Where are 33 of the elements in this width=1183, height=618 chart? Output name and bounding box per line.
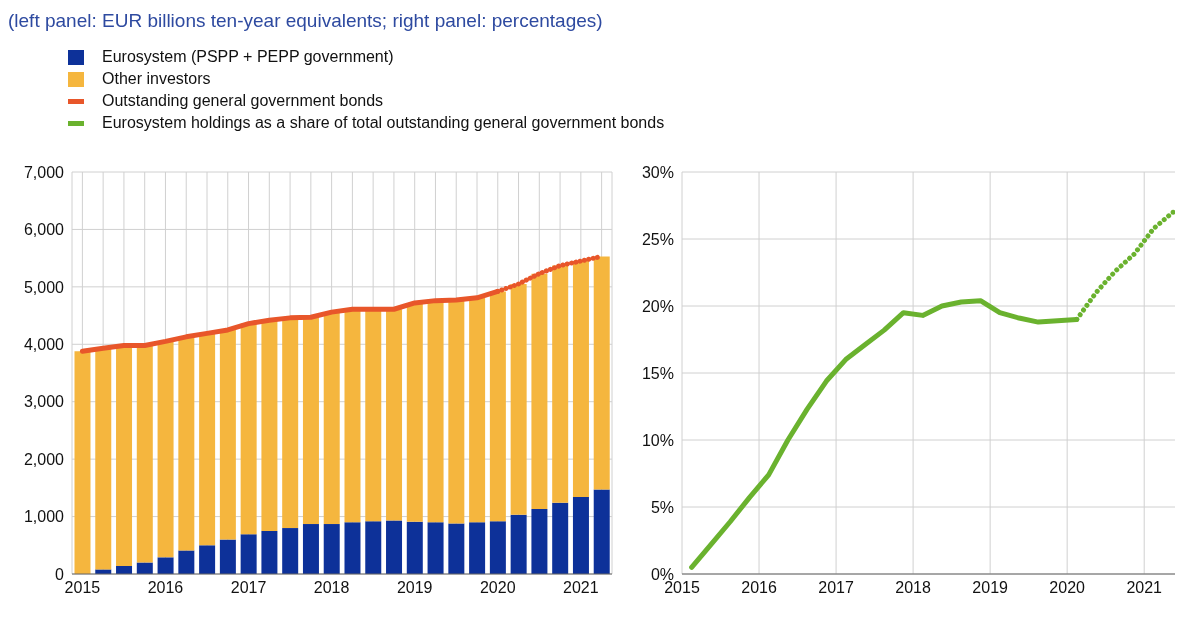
y-tick-label: 10% bbox=[641, 431, 674, 449]
x-tick-label: 2015 bbox=[64, 579, 101, 597]
x-tick-label: 2015 bbox=[664, 579, 700, 597]
y-tick-label: 6,000 bbox=[23, 221, 65, 239]
y-tick-label: 25% bbox=[641, 230, 674, 248]
x-tick-label: 2019 bbox=[972, 579, 1009, 597]
x-tick-label: 2018 bbox=[895, 579, 931, 597]
y-tick-label: 20% bbox=[641, 297, 674, 315]
y-tick-label: 1,000 bbox=[23, 508, 65, 526]
legend-label: Eurosystem holdings as a share of total outstanding general government bonds bbox=[102, 114, 665, 132]
legend-label: Eurosystem (PSPP + PEPP government) bbox=[102, 48, 394, 66]
x-tick-label: 2020 bbox=[479, 579, 516, 597]
x-tick-label: 2017 bbox=[230, 579, 267, 597]
x-tick-label: 2018 bbox=[313, 579, 350, 597]
y-tick-label: 7,000 bbox=[23, 163, 65, 181]
x-tick-label: 2021 bbox=[1126, 579, 1163, 597]
x-tick-label: 2016 bbox=[741, 579, 777, 597]
y-tick-label: 5,000 bbox=[23, 278, 65, 296]
legend-label: Other investors bbox=[102, 70, 211, 88]
x-tick-label: 2020 bbox=[1049, 579, 1086, 597]
y-tick-label: 30% bbox=[641, 163, 674, 181]
y-tick-label: 2,000 bbox=[23, 450, 65, 468]
x-tick-label: 2019 bbox=[396, 579, 433, 597]
x-tick-label: 2016 bbox=[147, 579, 184, 597]
chart-title: (left panel: EUR billions ten-year equivalents; right panel: percentages) bbox=[7, 9, 604, 33]
x-tick-label: 2017 bbox=[818, 579, 854, 597]
x-tick-label: 2021 bbox=[563, 579, 599, 597]
y-tick-label: 0 bbox=[55, 565, 65, 583]
y-tick-label: 4,000 bbox=[23, 335, 65, 353]
y-tick-label: 5% bbox=[650, 498, 674, 516]
y-tick-label: 3,000 bbox=[23, 393, 65, 411]
y-tick-label: 15% bbox=[641, 364, 674, 382]
legend-label: Outstanding general government bonds bbox=[102, 92, 384, 110]
